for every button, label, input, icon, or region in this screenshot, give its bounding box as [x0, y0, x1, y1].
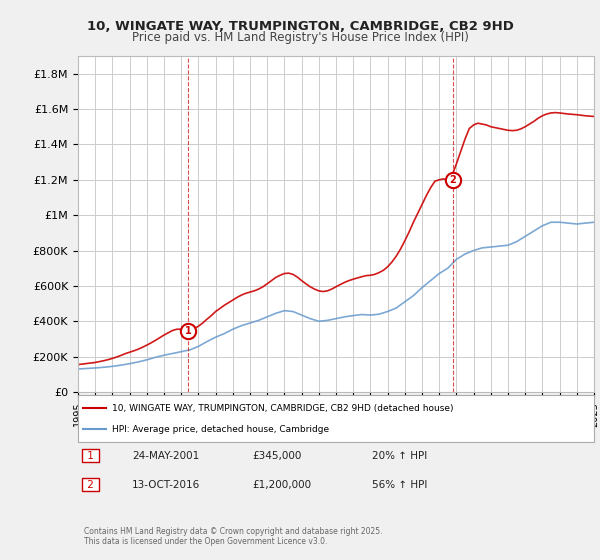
Text: 20% ↑ HPI: 20% ↑ HPI — [372, 451, 427, 461]
Text: 24-MAY-2001: 24-MAY-2001 — [132, 451, 199, 461]
Text: 10, WINGATE WAY, TRUMPINGTON, CAMBRIDGE, CB2 9HD (detached house): 10, WINGATE WAY, TRUMPINGTON, CAMBRIDGE,… — [112, 404, 453, 413]
Text: Price paid vs. HM Land Registry's House Price Index (HPI): Price paid vs. HM Land Registry's House … — [131, 31, 469, 44]
FancyBboxPatch shape — [78, 395, 594, 442]
Text: Contains HM Land Registry data © Crown copyright and database right 2025.
This d: Contains HM Land Registry data © Crown c… — [84, 526, 383, 546]
Text: 1: 1 — [185, 326, 191, 336]
Text: £1,200,000: £1,200,000 — [252, 480, 311, 490]
Text: HPI: Average price, detached house, Cambridge: HPI: Average price, detached house, Camb… — [112, 424, 329, 433]
Text: 56% ↑ HPI: 56% ↑ HPI — [372, 480, 427, 490]
Text: 13-OCT-2016: 13-OCT-2016 — [132, 480, 200, 490]
Text: 1: 1 — [84, 451, 97, 461]
Text: 2: 2 — [84, 480, 97, 490]
Text: 10, WINGATE WAY, TRUMPINGTON, CAMBRIDGE, CB2 9HD: 10, WINGATE WAY, TRUMPINGTON, CAMBRIDGE,… — [86, 20, 514, 32]
Text: 2: 2 — [449, 175, 456, 185]
Text: £345,000: £345,000 — [252, 451, 301, 461]
